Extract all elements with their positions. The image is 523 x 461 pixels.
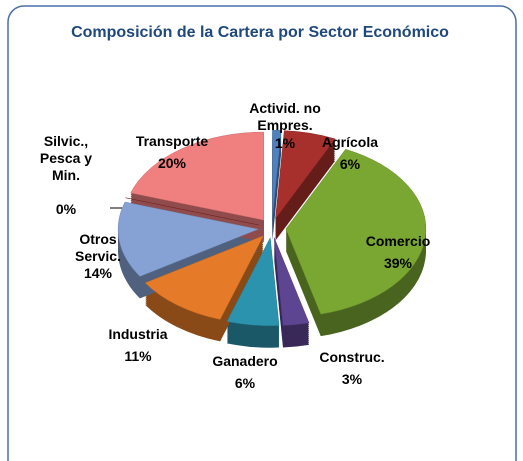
slice: [275, 130, 336, 220]
slice-label: Agrícola: [321, 134, 378, 150]
slice-value-label: 1%: [274, 135, 296, 151]
slice-value-label: 6%: [234, 375, 256, 391]
slice-label: Industria: [108, 326, 168, 342]
slice-label: Construc.: [319, 349, 385, 365]
chart-title: Composición de la Cartera por Sector Eco…: [71, 24, 449, 41]
slice: [226, 236, 280, 326]
slice-label: Otros Servic.: [75, 231, 121, 264]
slice-label: Comercio: [365, 233, 431, 249]
slice-label: Ganadero: [212, 353, 278, 369]
slice-value-label: 20%: [157, 155, 187, 171]
slice-label: Transporte: [135, 133, 209, 149]
slice-value-label: 11%: [124, 348, 152, 364]
slice: [273, 237, 310, 326]
slice-label: Silvic., Pesca y Min.: [39, 133, 93, 183]
slice: [272, 129, 282, 219]
slice-label: Activid. no Empres.: [249, 100, 321, 133]
slice: [117, 201, 259, 277]
slice: [285, 149, 427, 315]
slice-value-label: 39%: [383, 255, 413, 271]
slice: [130, 131, 265, 221]
slice-value-label: 0%: [55, 201, 77, 217]
slice-value-label: 3%: [341, 371, 363, 387]
slice: [144, 235, 264, 320]
slice-value-label: 14%: [83, 265, 113, 281]
slice-value-label: 6%: [339, 156, 361, 172]
